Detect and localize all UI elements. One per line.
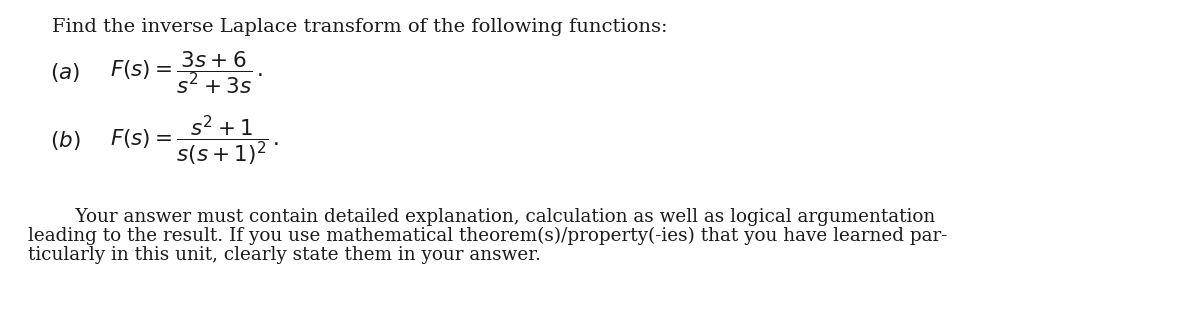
Text: $\mathit{(a)}$: $\mathit{(a)}$ xyxy=(50,62,80,84)
Text: $F(s) = \dfrac{3s+6}{s^2+3s}\,.$: $F(s) = \dfrac{3s+6}{s^2+3s}\,.$ xyxy=(110,50,263,96)
Text: ticularly in this unit, clearly state them in your answer.: ticularly in this unit, clearly state th… xyxy=(28,246,541,264)
Text: Find the inverse Laplace transform of the following functions:: Find the inverse Laplace transform of th… xyxy=(52,18,667,36)
Text: $\mathit{(b)}$: $\mathit{(b)}$ xyxy=(50,129,80,152)
Text: leading to the result. If you use mathematical theorem(s)/property(-ies) that yo: leading to the result. If you use mathem… xyxy=(28,227,947,245)
Text: $F(s) = \dfrac{s^2+1}{s(s+1)^2}\,.$: $F(s) = \dfrac{s^2+1}{s(s+1)^2}\,.$ xyxy=(110,114,280,168)
Text: Your answer must contain detailed explanation, calculation as well as logical ar: Your answer must contain detailed explan… xyxy=(52,208,935,226)
